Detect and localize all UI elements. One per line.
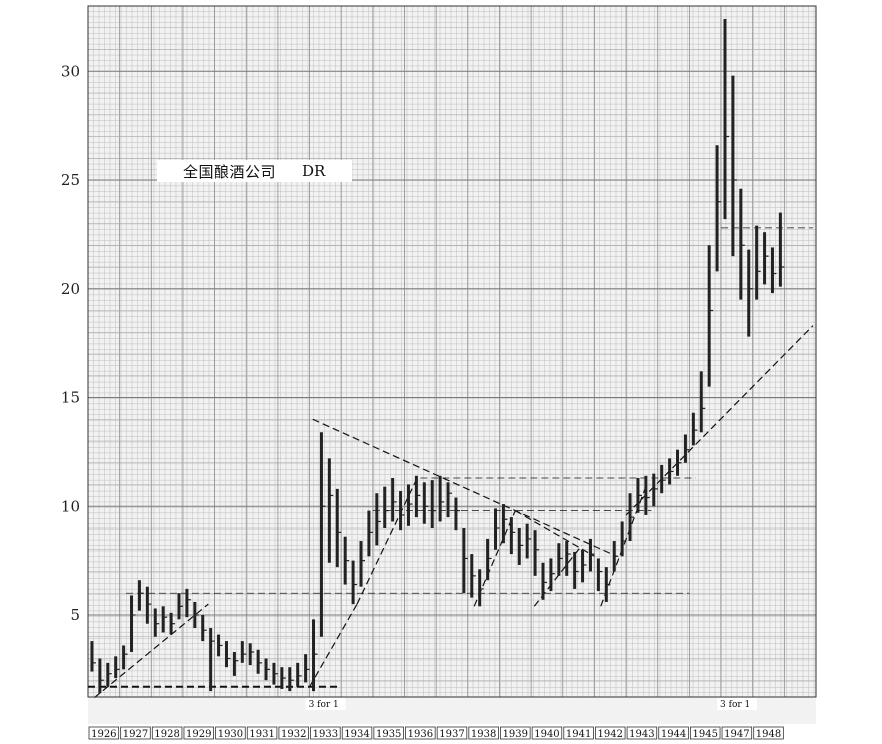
- y-tick-label: 25: [61, 171, 80, 189]
- split-note: 3 for 1: [720, 700, 750, 710]
- price-bars: [90, 19, 785, 694]
- x-axis: 1926 1927 1928 1929 1930 1931 1932 1933 1934 1935…: [88, 696, 816, 740]
- uptrend-line-1926: [93, 603, 209, 699]
- x-tick-label: 1941: [566, 729, 591, 740]
- x-tick-label: 1928: [154, 729, 179, 740]
- split-note-bg: [305, 698, 346, 710]
- x-tick-box: [215, 726, 246, 740]
- x-tick-box: [436, 726, 468, 740]
- x-tick-label: 1940: [534, 729, 559, 740]
- y-tick-label: 30: [61, 62, 80, 80]
- x-tick-label: 1929: [186, 729, 211, 740]
- x-tick-label: 1943: [629, 729, 654, 740]
- y-tick-label: 5: [70, 606, 80, 624]
- y-tick-label: 20: [61, 280, 80, 298]
- x-tick-label: 1933: [313, 729, 338, 740]
- x-tick-label: 1948: [756, 729, 781, 740]
- x-tick-box: [626, 726, 658, 740]
- x-tick-box: [405, 726, 436, 740]
- x-tick-box: [531, 726, 563, 740]
- x-tick-box: [563, 726, 594, 740]
- x-tick-box: [151, 726, 183, 740]
- y-axis-tick-labels: 5 10 15 20 25 30: [61, 62, 80, 624]
- x-tick-box: [310, 726, 341, 740]
- chart-title: 全国酿酒公司: [183, 162, 277, 181]
- y-tick-label: 15: [61, 389, 80, 407]
- x-tick-label: 1931: [249, 729, 274, 740]
- x-tick-box: [500, 726, 531, 740]
- x-tick-box: [120, 726, 151, 740]
- annotations: 3 for 1 3 for 1: [305, 698, 758, 710]
- x-tick-box: [689, 726, 721, 740]
- chart-title-box: 全国酿酒公司 DR: [157, 160, 352, 182]
- ticker-symbol: DR: [302, 162, 326, 180]
- y-tick-label: 10: [61, 497, 80, 515]
- split-note-bg: [717, 698, 758, 710]
- x-tick-label: 1930: [218, 729, 243, 740]
- x-tick-box: [183, 726, 215, 740]
- x-tick-label: 1927: [123, 729, 148, 740]
- x-tick-label: 1932: [281, 729, 306, 740]
- x-tick-box: [341, 726, 373, 740]
- x-tick-box: [468, 726, 499, 740]
- x-tick-label: 1934: [344, 729, 369, 740]
- x-tick-box: [88, 726, 120, 740]
- uptrend-line-1933: [309, 603, 358, 688]
- x-tick-label: 1944: [661, 729, 686, 740]
- downtrend-line-1939: [515, 510, 595, 557]
- x-tick-label: 1935: [376, 729, 401, 740]
- x-tick-label: 1938: [471, 729, 496, 740]
- x-tick-box: [373, 726, 404, 740]
- x-tick-box: [246, 726, 278, 740]
- downtrend-line-1933: [312, 418, 617, 557]
- x-tick-label: 1939: [503, 729, 528, 740]
- x-tick-box: [753, 726, 784, 740]
- x-tick-label: 1937: [439, 729, 464, 740]
- split-note: 3 for 1: [309, 700, 339, 710]
- uptrend-line-1943: [625, 325, 814, 516]
- x-tick-box: [658, 726, 689, 740]
- x-tick-label: 1936: [408, 729, 433, 740]
- x-tick-box: [278, 726, 309, 740]
- x-tick-box: [595, 726, 626, 740]
- x-tick-label: 1947: [724, 729, 749, 740]
- x-tick-label: 1942: [598, 729, 623, 740]
- x-tick-label: 1945: [692, 729, 717, 740]
- x-tick-box: [721, 726, 753, 740]
- x-tick-label: 1926: [91, 729, 116, 740]
